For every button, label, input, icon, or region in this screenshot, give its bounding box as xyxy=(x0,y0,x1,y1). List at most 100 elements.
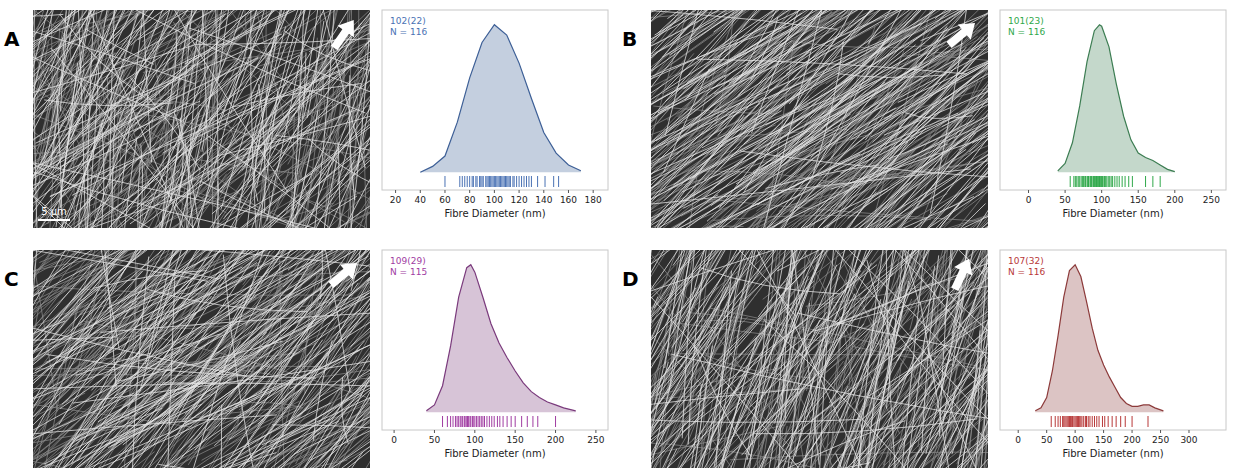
panel-letter: C xyxy=(4,267,19,291)
rug-mark xyxy=(1119,176,1120,187)
rug-mark xyxy=(1078,176,1079,187)
x-tick xyxy=(434,430,435,433)
rug-mark xyxy=(1068,416,1069,427)
rug-mark xyxy=(494,176,495,187)
rug-mark xyxy=(1122,176,1123,187)
rug-mark xyxy=(479,416,480,427)
rug-mark xyxy=(512,176,513,187)
rug-mark xyxy=(507,176,508,187)
direction-arrow xyxy=(943,15,982,52)
rug-mark xyxy=(480,176,481,187)
rug-mark xyxy=(1079,416,1080,427)
arrow-shape xyxy=(943,15,982,52)
rug-mark xyxy=(553,176,554,187)
rug-mark xyxy=(1095,176,1096,187)
rug-mark xyxy=(545,176,546,187)
rug-mark xyxy=(469,176,470,187)
plot-data-inner xyxy=(1035,265,1163,427)
figure: A5 µm102(22)N = 116204060801001201401601… xyxy=(0,0,1239,473)
rug-mark xyxy=(461,416,462,427)
rug-mark xyxy=(1067,416,1068,427)
rug-mark xyxy=(1128,176,1129,187)
x-tick-label: 200 xyxy=(1123,435,1140,445)
rug-mark xyxy=(528,176,529,187)
x-tick xyxy=(515,430,516,433)
x-tick-label: 100 xyxy=(1093,195,1110,205)
rug-mark xyxy=(1125,176,1126,187)
density-area xyxy=(1058,25,1175,173)
rug-mark xyxy=(1114,176,1115,187)
x-tick xyxy=(1046,430,1047,433)
rug-mark xyxy=(1087,176,1088,187)
rug-mark xyxy=(473,416,474,427)
annotation: 101(23) xyxy=(1008,16,1044,26)
rug-mark xyxy=(462,416,463,427)
direction-arrow xyxy=(325,255,364,292)
x-tick-label: 40 xyxy=(415,195,427,205)
rug-mark xyxy=(515,416,516,427)
rug-mark xyxy=(1152,176,1153,187)
rug-mark xyxy=(1081,416,1082,427)
annotation: 102(22) xyxy=(390,16,426,26)
rug-mark xyxy=(494,416,495,427)
rug-mark xyxy=(498,176,499,187)
x-tick-label: 160 xyxy=(560,195,577,205)
rug-mark xyxy=(1072,416,1073,427)
rug-mark xyxy=(1099,416,1100,427)
x-tick xyxy=(519,190,520,193)
rug-mark xyxy=(484,416,485,427)
rug-mark xyxy=(1096,416,1097,427)
rug-mark xyxy=(1125,416,1126,427)
annotation: N = 116 xyxy=(390,27,427,37)
rug-mark xyxy=(493,176,494,187)
density-area xyxy=(420,25,581,173)
rug-mark xyxy=(496,176,497,187)
sem-image xyxy=(33,250,370,468)
rug-mark xyxy=(1081,176,1082,187)
rug-mark xyxy=(524,176,525,187)
rug-mark xyxy=(466,416,467,427)
x-tick xyxy=(1174,190,1175,193)
rug-mark xyxy=(1085,416,1086,427)
rug-mark xyxy=(1108,416,1109,427)
rug-mark xyxy=(490,176,491,187)
rug-mark xyxy=(1084,176,1085,187)
rug-mark xyxy=(558,176,559,187)
rug-mark xyxy=(1099,176,1100,187)
rug-mark xyxy=(1117,176,1118,187)
rug-mark xyxy=(1075,416,1076,427)
plot-layer xyxy=(1035,265,1163,427)
rug-mark xyxy=(1116,416,1117,427)
x-tick-label: 60 xyxy=(439,195,451,205)
rug-mark xyxy=(516,176,517,187)
rug-mark xyxy=(455,416,456,427)
rug-mark xyxy=(458,416,459,427)
rug-mark xyxy=(1075,176,1076,187)
rug-mark xyxy=(457,416,458,427)
x-tick-label: 0 xyxy=(1015,435,1021,445)
rug-mark xyxy=(464,416,465,427)
panel: C109(29)N = 115050100150200250Fibre Diam… xyxy=(0,86,608,473)
panel: D107(32)N = 116050100150200250300Fibre D… xyxy=(467,69,1226,473)
rug-mark xyxy=(1091,176,1092,187)
x-tick xyxy=(395,190,396,193)
rug-mark xyxy=(1072,416,1073,427)
rug-mark xyxy=(473,176,474,187)
density-area xyxy=(1035,265,1163,413)
direction-arrow xyxy=(326,14,362,53)
rug-mark xyxy=(476,416,477,427)
x-tick-label: 0 xyxy=(391,435,397,445)
rug-mark xyxy=(1098,176,1099,187)
rug-mark xyxy=(1070,176,1071,187)
fibre-lines xyxy=(33,10,370,228)
x-tick xyxy=(543,190,544,193)
rug-mark xyxy=(472,416,473,427)
annotation: N = 116 xyxy=(1008,267,1045,277)
rug-mark xyxy=(486,176,487,187)
fibre-lines xyxy=(651,250,988,468)
rug-mark xyxy=(1104,176,1105,187)
x-tick-label: 0 xyxy=(1026,195,1032,205)
rug-mark xyxy=(472,176,473,187)
rug-mark xyxy=(1101,176,1102,187)
rug-mark xyxy=(521,176,522,187)
